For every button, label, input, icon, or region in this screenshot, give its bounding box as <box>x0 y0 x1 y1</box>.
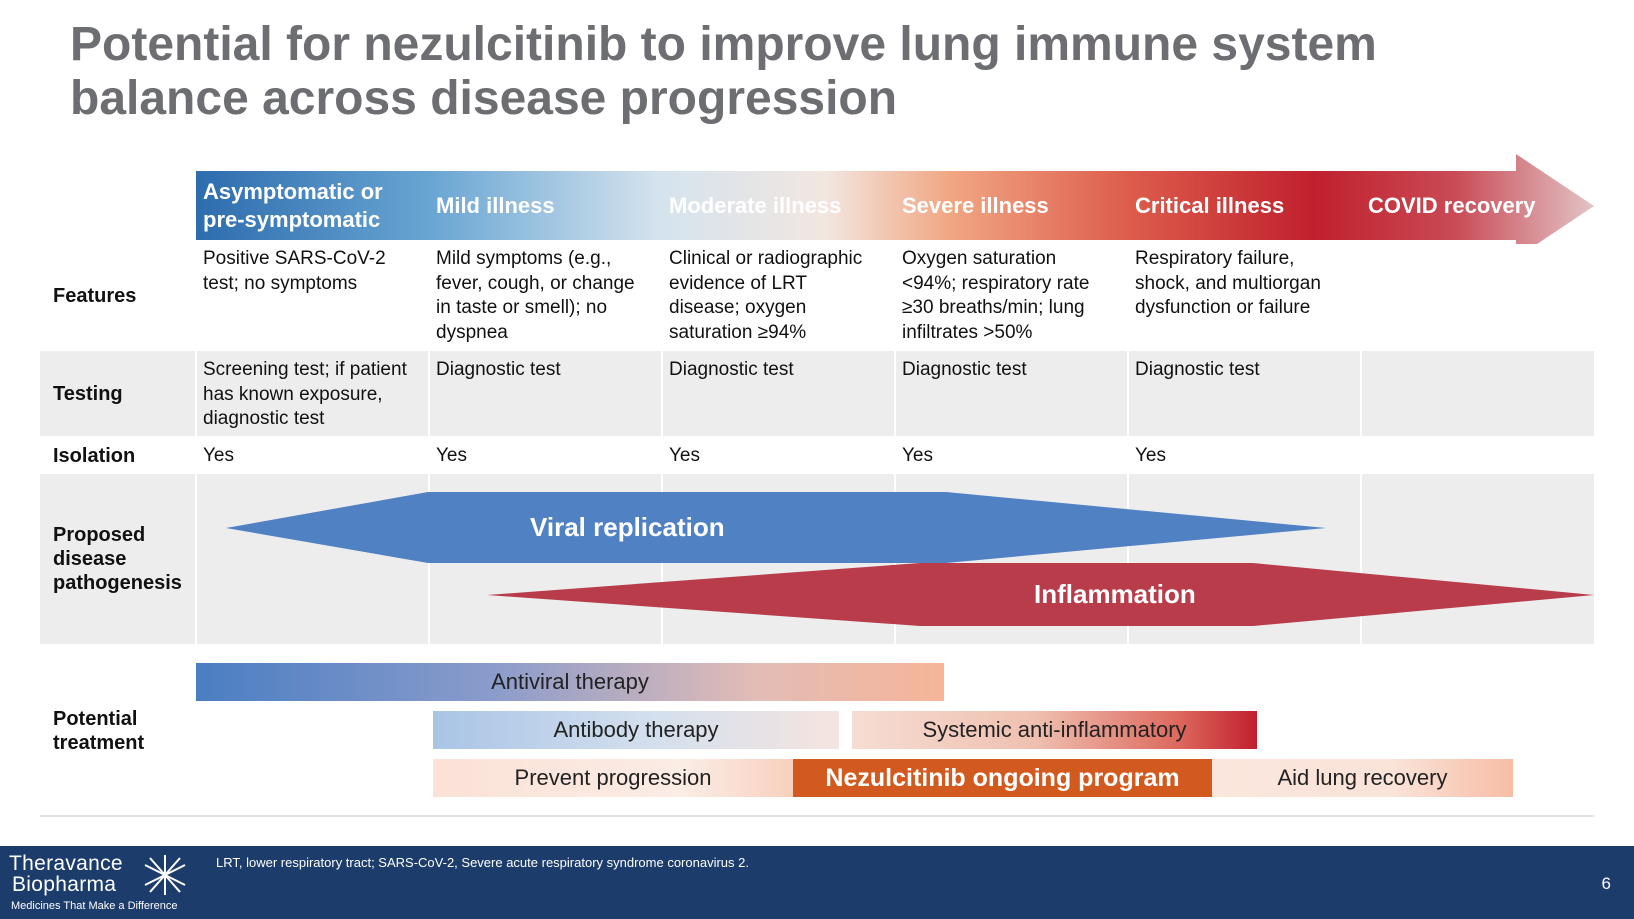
cell-line: ≥30 breaths/min; lung <box>902 297 1085 318</box>
slide-title-line1: Potential for nezulcitinib to improve lu… <box>70 18 1377 71</box>
pathogenesis-label-line: Proposed <box>53 524 146 546</box>
pathogenesis-label-line: disease <box>53 548 127 570</box>
stage-mild: Mild illness <box>429 171 661 240</box>
inflammation-arrow <box>487 563 1594 626</box>
features-cell-severe: Oxygen saturation <94%; respiratory rate… <box>902 247 1089 345</box>
cell-line: Diagnostic test <box>669 359 794 380</box>
cell-line: dysfunction or failure <box>1135 297 1311 318</box>
systemic-anti-inflammatory-bar: Systemic anti-inflammatory <box>852 711 1257 749</box>
nezulcitinib-program-bar: Nezulcitinib ongoing program <box>793 759 1212 797</box>
testing-row-bg <box>40 351 1594 436</box>
cell-line: Positive SARS-CoV-2 <box>203 248 386 269</box>
brand-star-icon <box>144 855 186 895</box>
antiviral-therapy-label: Antiviral therapy <box>491 669 649 694</box>
features-cell-critical: Respiratory failure, shock, and multiorg… <box>1135 247 1321 321</box>
cell-line: diagnostic test <box>203 408 325 429</box>
cell-line: Screening test; if patient <box>203 359 407 380</box>
cell-line: evidence of LRT <box>669 272 808 294</box>
column-divider <box>661 240 663 644</box>
column-divider <box>428 240 430 644</box>
column-divider <box>195 240 197 644</box>
viral-replication-label: Viral replication <box>530 512 725 542</box>
slide-title-line2: balance across disease progression <box>70 72 898 125</box>
isolation-cell-asymptomatic: Yes <box>203 445 234 466</box>
cell-line: shock, and multiorgan <box>1135 272 1321 294</box>
stage-critical: Critical illness <box>1128 171 1360 240</box>
column-divider <box>894 240 896 644</box>
cell-line: has known exposure, <box>203 383 383 405</box>
cell-line: Diagnostic test <box>902 359 1027 380</box>
brand-name-line1: Theravance <box>9 852 123 875</box>
isolation-cell-moderate: Yes <box>669 445 700 466</box>
column-divider <box>1127 240 1129 644</box>
isolation-cell-critical: Yes <box>1135 445 1166 466</box>
stage-label: COVID recovery <box>1368 192 1536 218</box>
antibody-therapy-label: Antibody therapy <box>553 717 719 742</box>
brand-tagline: Medicines That Make a Difference <box>11 900 178 912</box>
testing-cell-mild: Diagnostic test <box>436 358 561 383</box>
cell-line: Oxygen saturation <box>902 248 1057 269</box>
inflammation-label: Inflammation <box>1034 579 1196 609</box>
nezulcitinib-program-label: Nezulcitinib ongoing program <box>825 763 1180 792</box>
column-divider <box>1360 240 1362 644</box>
footer-bar: Theravance Biopharma Medicines That Make… <box>0 846 1634 919</box>
stage-label: pre-symptomatic <box>203 206 381 232</box>
features-label: Features <box>53 285 137 307</box>
treatment-label-line: treatment <box>53 732 145 754</box>
cell-line: test; no symptoms <box>203 272 358 294</box>
treatment-label: Potential treatment <box>53 707 144 755</box>
treatment-label-line: Potential <box>53 708 138 730</box>
isolation-cell-severe: Yes <box>902 445 933 466</box>
cell-line: fever, cough, or change <box>436 272 635 294</box>
cell-line: in taste or smell); no <box>436 297 608 318</box>
aid-lung-recovery-label: Aid lung recovery <box>1277 765 1448 790</box>
prevent-progression-bar: Prevent progression <box>433 759 793 797</box>
bottom-divider <box>40 815 1594 817</box>
stage-severe: Severe illness <box>895 171 1127 240</box>
antiviral-therapy-bar: Antiviral therapy <box>196 663 944 701</box>
viral-replication-arrow <box>226 492 1326 563</box>
pathogenesis-label-line: pathogenesis <box>53 572 182 594</box>
testing-cell-critical: Diagnostic test <box>1135 358 1260 383</box>
cell-line: dyspnea <box>436 321 508 343</box>
stage-label: Asymptomatic or <box>203 178 383 204</box>
slide-title: Potential for nezulcitinib to improve lu… <box>70 18 1570 126</box>
cell-line: Diagnostic test <box>1135 359 1260 380</box>
testing-cell-moderate: Diagnostic test <box>669 358 794 383</box>
cell-line: saturation ≥94% <box>669 321 807 343</box>
systemic-anti-inflammatory-label: Systemic anti-inflammatory <box>922 717 1187 742</box>
features-cell-moderate: Clinical or radiographic evidence of LRT… <box>669 247 862 345</box>
cell-line: infiltrates >50% <box>902 321 1033 343</box>
stage-moderate: Moderate illness <box>662 171 894 240</box>
cell-line: disease; oxygen <box>669 297 807 318</box>
testing-label: Testing <box>53 383 123 405</box>
stage-recovery: COVID recovery <box>1361 171 1593 240</box>
pathogenesis-label: Proposed disease pathogenesis <box>53 523 182 595</box>
features-cell-mild: Mild symptoms (e.g., fever, cough, or ch… <box>436 247 635 345</box>
stage-arrow-shape <box>196 154 1594 244</box>
stage-label: Mild illness <box>436 192 555 218</box>
isolation-label: Isolation <box>53 445 136 467</box>
cell-line: <94%; respiratory rate <box>902 272 1090 294</box>
stage-label: Severe illness <box>902 192 1049 218</box>
testing-cell-severe: Diagnostic test <box>902 358 1027 383</box>
footnote-text: LRT, lower respiratory tract; SARS-CoV-2… <box>216 855 749 870</box>
brand-name-line2: Biopharma <box>12 873 117 896</box>
cell-line: Mild symptoms (e.g., <box>436 248 612 269</box>
cell-line: Clinical or radiographic <box>669 248 863 269</box>
stage-label: Critical illness <box>1135 192 1285 218</box>
features-cell-asymptomatic: Positive SARS-CoV-2 test; no symptoms <box>203 247 386 296</box>
antibody-therapy-bar: Antibody therapy <box>433 711 839 749</box>
aid-lung-recovery-bar: Aid lung recovery <box>1212 759 1513 797</box>
cell-line: Diagnostic test <box>436 359 561 380</box>
prevent-progression-label: Prevent progression <box>514 765 712 790</box>
stage-label: Moderate illness <box>669 192 842 218</box>
stage-header <box>196 154 1594 244</box>
testing-cell-asymptomatic: Screening test; if patient has known exp… <box>203 358 407 432</box>
isolation-cell-mild: Yes <box>436 445 467 466</box>
stage-asymptomatic: Asymptomatic or pre-symptomatic <box>196 171 428 240</box>
cell-line: Respiratory failure, <box>1135 248 1295 269</box>
page-number: 6 <box>1601 874 1611 893</box>
